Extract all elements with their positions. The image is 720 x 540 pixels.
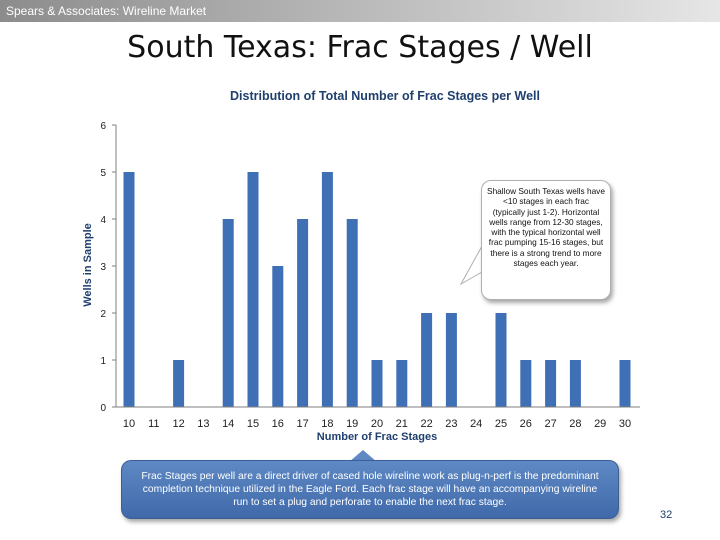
page-number: 32 bbox=[660, 509, 673, 521]
bar-26 bbox=[520, 360, 532, 407]
bar-12 bbox=[173, 360, 185, 407]
note-box: Frac Stages per well are a direct driver… bbox=[121, 460, 619, 519]
x-tick-label: 17 bbox=[296, 418, 308, 430]
bar-16 bbox=[272, 266, 284, 407]
bar-18 bbox=[321, 172, 333, 407]
x-tick-label: 28 bbox=[569, 418, 581, 430]
callout-box: Shallow South Texas wells have <10 stage… bbox=[481, 180, 611, 300]
chart-title: Distribution of Total Number of Frac Sta… bbox=[230, 89, 540, 103]
x-tick-label: 11 bbox=[148, 418, 159, 430]
x-tick-label: 10 bbox=[123, 418, 135, 430]
y-tick-label: 3 bbox=[100, 262, 106, 273]
callout-text: Shallow South Texas wells have <10 stage… bbox=[487, 186, 605, 269]
header-bar: Spears & Associates: Wireline Market bbox=[0, 0, 720, 22]
x-tick-label: 18 bbox=[321, 418, 333, 430]
bar-28 bbox=[569, 360, 581, 407]
x-tick-label: 26 bbox=[520, 418, 532, 430]
bar-30 bbox=[619, 360, 631, 407]
note-text: Frac Stages per well are a direct driver… bbox=[141, 471, 599, 508]
bar-21 bbox=[396, 360, 408, 407]
y-tick-label: 1 bbox=[100, 356, 106, 367]
x-tick-label: 22 bbox=[420, 418, 432, 430]
y-tick-label: 0 bbox=[100, 403, 106, 414]
bar-19 bbox=[346, 219, 358, 407]
x-tick-label: 21 bbox=[396, 418, 408, 430]
y-tick-label: 5 bbox=[100, 168, 106, 179]
bar-14 bbox=[222, 219, 234, 407]
note-pointer bbox=[349, 450, 377, 462]
y-axis-label: Wells in Sample bbox=[82, 223, 94, 307]
x-tick-label: 27 bbox=[544, 418, 556, 430]
x-tick-label: 20 bbox=[371, 418, 383, 430]
x-tick-label: 19 bbox=[346, 418, 358, 430]
y-tick-label: 4 bbox=[100, 215, 106, 226]
x-tick-label: 30 bbox=[619, 418, 631, 430]
header-text: Spears & Associates: Wireline Market bbox=[6, 4, 207, 18]
bar-25 bbox=[495, 313, 507, 407]
bar-10 bbox=[123, 172, 135, 407]
x-tick-label: 16 bbox=[272, 418, 284, 430]
x-tick-label: 12 bbox=[172, 418, 184, 430]
x-tick-label: 13 bbox=[197, 418, 209, 430]
y-tick-label: 6 bbox=[100, 121, 106, 132]
x-tick-label: 23 bbox=[445, 418, 457, 430]
x-tick-label: 14 bbox=[222, 418, 234, 430]
bar-17 bbox=[297, 219, 309, 407]
x-tick-label: 24 bbox=[470, 418, 482, 430]
x-tick-label: 25 bbox=[495, 418, 507, 430]
bar-23 bbox=[445, 313, 457, 407]
bar-15 bbox=[247, 172, 259, 407]
x-tick-label: 15 bbox=[247, 418, 259, 430]
bar-27 bbox=[545, 360, 557, 407]
bar-20 bbox=[371, 360, 383, 407]
x-axis-label: Number of Frac Stages bbox=[316, 431, 438, 443]
slide-title: South Texas: Frac Stages / Well bbox=[127, 30, 593, 65]
bar-22 bbox=[421, 313, 433, 407]
y-tick-label: 2 bbox=[100, 309, 106, 320]
x-tick-label: 29 bbox=[594, 418, 606, 430]
